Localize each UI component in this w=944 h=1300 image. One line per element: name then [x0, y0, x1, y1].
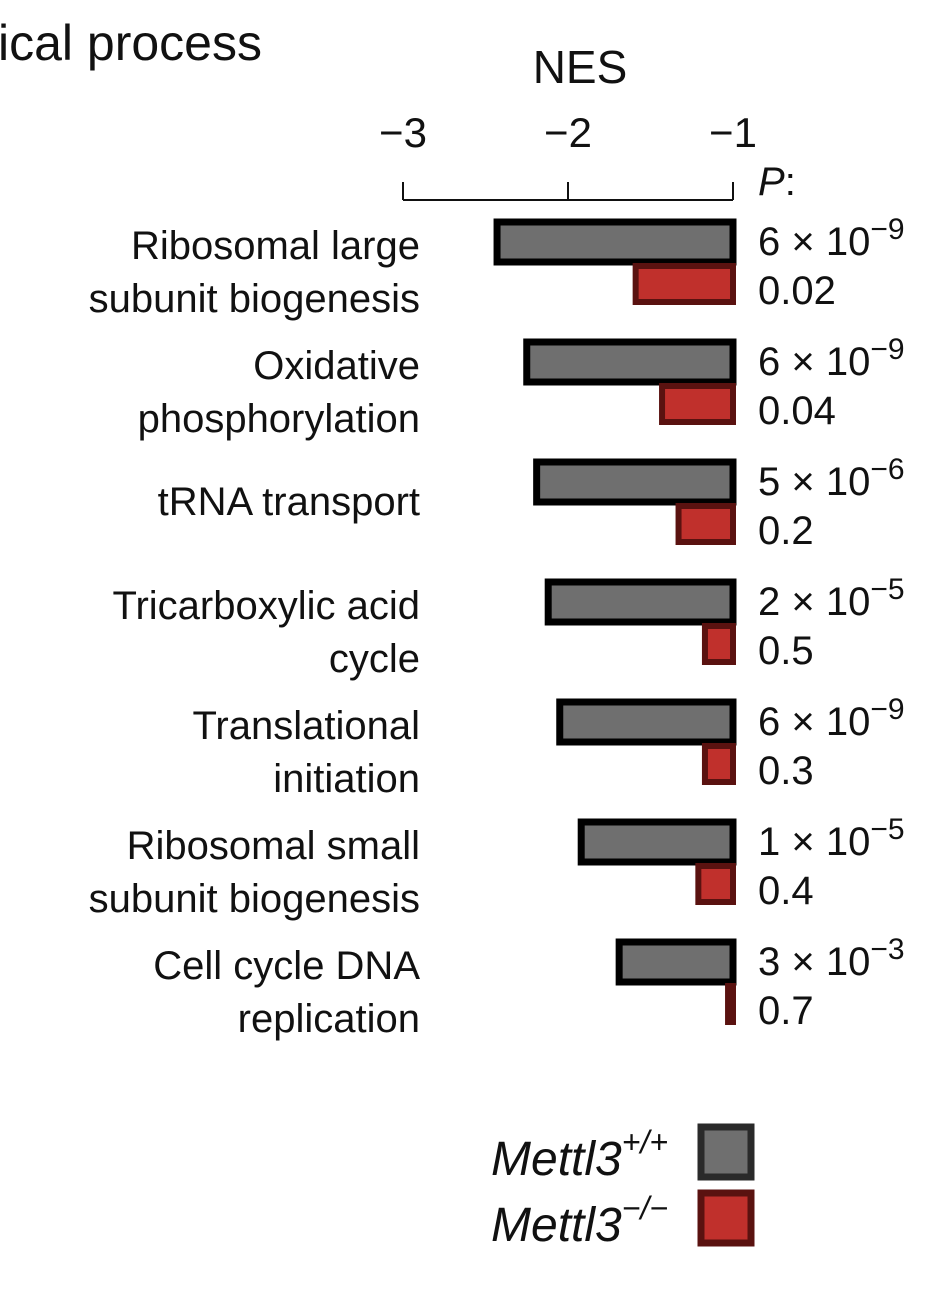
bar-wildtype	[544, 578, 737, 626]
p-value-knockout: 0.7	[758, 989, 814, 1033]
bar-knockout	[675, 503, 736, 545]
legend-label: Mettl3−/−	[491, 1190, 668, 1252]
nes-axis: −3 −2 −1	[379, 109, 757, 201]
p-value-wildtype: 2 × 10−5	[758, 573, 905, 624]
bar-knockout	[701, 743, 737, 785]
category-row: Cell cycle DNA replication 3 × 10−3 0.7	[153, 933, 904, 1041]
bar-wildtype	[556, 698, 737, 746]
legend-swatch	[697, 1189, 755, 1247]
category-label: Oxidative phosphorylation	[138, 344, 420, 441]
category-label: tRNA transport	[158, 480, 420, 524]
p-value-knockout: 0.02	[758, 269, 836, 313]
bar-knockout	[659, 383, 736, 425]
bar-wildtype	[493, 218, 737, 266]
bar-wildtype	[533, 458, 737, 506]
p-value-wildtype: 5 × 10−6	[758, 453, 905, 504]
p-value-header-letter: P	[758, 160, 785, 204]
category-label: Cell cycle DNA replication	[153, 944, 420, 1041]
category-label: Ribosomal large subunit biogenesis	[89, 224, 420, 321]
bar-knockout	[695, 863, 736, 905]
bar-knockout	[725, 983, 736, 1025]
legend: Mettl3+/+Mettl3−/−	[491, 1123, 755, 1252]
category-row: Ribosomal small subunit biogenesis 1 × 10−…	[89, 813, 905, 921]
panel-heading: ical process	[0, 15, 262, 71]
bar-wildtype	[577, 818, 737, 866]
tick-label: −1	[709, 109, 757, 156]
p-value-header: P:	[758, 160, 796, 204]
p-value-knockout: 0.5	[758, 629, 814, 673]
tick-label: −2	[544, 109, 592, 156]
p-value-wildtype: 1 × 10−5	[758, 813, 905, 864]
p-value-header-colon: :	[785, 160, 796, 204]
category-label: Translational initiation	[192, 704, 420, 801]
category-row: Ribosomal large subunit biogenesis 6 × 10−…	[89, 213, 905, 321]
p-value-wildtype: 3 × 10−3	[758, 933, 905, 984]
category-label: Tricarboxylic acid cycle	[113, 584, 420, 681]
category-row: Tricarboxylic acid cycle 2 × 10−5 0.5	[113, 573, 905, 681]
category-row: tRNA transport 5 × 10−6 0.2	[158, 453, 905, 553]
p-value-wildtype: 6 × 10−9	[758, 213, 905, 264]
p-value-wildtype: 6 × 10−9	[758, 333, 905, 384]
legend-label: Mettl3+/+	[491, 1124, 668, 1186]
p-value-knockout: 0.04	[758, 389, 836, 433]
x-axis-title: NES	[533, 41, 628, 93]
category-label: Ribosomal small subunit biogenesis	[89, 824, 420, 921]
category-row: Translational initiation 6 × 10−9 0.3	[192, 693, 904, 801]
category-rows: Ribosomal large subunit biogenesis 6 × 10−…	[89, 213, 905, 1041]
p-value-wildtype: 6 × 10−9	[758, 693, 905, 744]
p-value-knockout: 0.4	[758, 869, 814, 913]
bar-knockout	[632, 263, 737, 305]
p-value-knockout: 0.2	[758, 509, 814, 553]
bar-knockout	[701, 623, 737, 665]
legend-swatch	[697, 1123, 755, 1181]
p-value-knockout: 0.3	[758, 749, 814, 793]
bar-wildtype	[615, 938, 737, 986]
tick-label: −3	[379, 109, 427, 156]
category-row: Oxidative phosphorylation 6 × 10−9 0.04	[138, 333, 905, 441]
bar-wildtype	[523, 338, 737, 386]
